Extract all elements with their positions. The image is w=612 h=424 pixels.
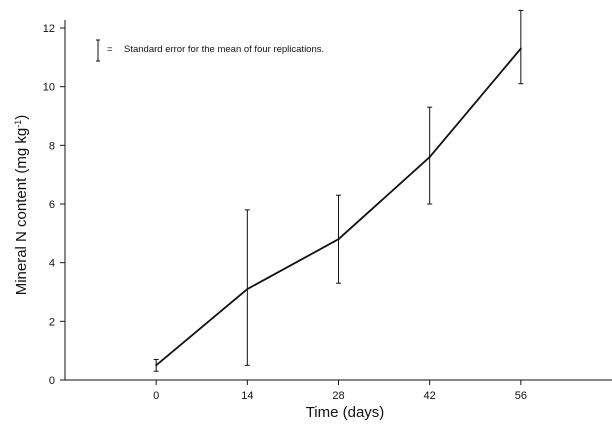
legend: = Standard error for the mean of four re… (96, 39, 324, 62)
data-point (246, 288, 249, 290)
y-tick-label: 6 (49, 199, 55, 211)
legend-separator: = (107, 44, 113, 55)
x-axis-ticks: 0 14 28 42 56 (153, 380, 527, 402)
y-tick-label: 10 (43, 82, 55, 94)
error-bar (518, 9, 524, 85)
y-tick-label: 8 (49, 140, 55, 152)
series (155, 47, 522, 367)
x-tick-label: 14 (241, 390, 253, 402)
error-bars (153, 9, 524, 372)
y-axis-ticks: 0 2 4 6 8 10 12 (43, 23, 65, 387)
legend-text: Standard error for the mean of four repl… (124, 44, 324, 55)
y-axis-title: Mineral N content (mg kg-1) (13, 115, 30, 296)
x-tick-label: 56 (515, 390, 527, 402)
x-axis-title: Time (days) (306, 404, 385, 421)
data-point (337, 238, 340, 241)
data-point (428, 156, 431, 158)
y-axis-title-main: Mineral N content (mg kg (13, 128, 30, 296)
y-tick-label: 0 (49, 375, 55, 387)
x-tick-label: 0 (153, 390, 159, 402)
y-axis-title-superscript: -1 (13, 120, 23, 128)
y-tick-label: 2 (49, 316, 55, 328)
error-bar (244, 209, 250, 366)
y-tick-label: 12 (43, 23, 55, 35)
x-tick-label: 28 (332, 390, 344, 402)
data-point (155, 364, 158, 367)
data-point (519, 47, 522, 50)
y-tick-label: 4 (49, 258, 55, 270)
y-axis-title-close: ) (13, 115, 30, 120)
x-tick-label: 42 (424, 390, 436, 402)
legend-error-bar-symbol (96, 39, 100, 62)
error-bar (427, 106, 433, 205)
